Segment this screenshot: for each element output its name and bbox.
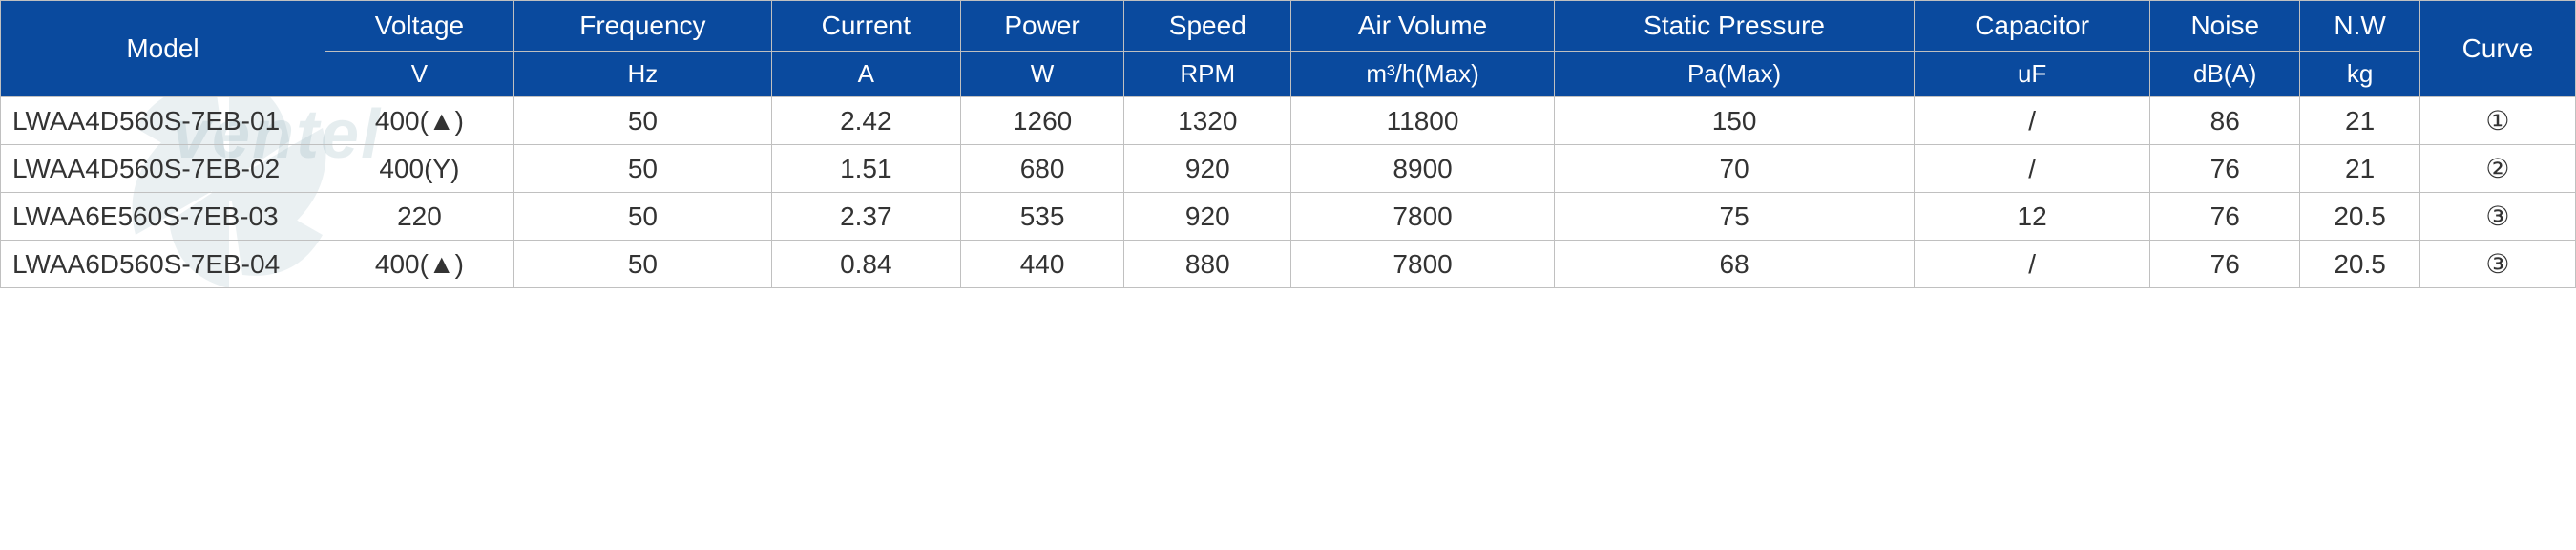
cell-current: 2.37 (771, 193, 960, 241)
cell-curve: ③ (2419, 241, 2575, 288)
cell-capacitor: / (1915, 241, 2150, 288)
cell-noise: 86 (2150, 97, 2300, 145)
cell-nw: 21 (2300, 97, 2419, 145)
cell-model: LWAA6D560S-7EB-04 (1, 241, 325, 288)
spec-table: Model Voltage Frequency Current Power Sp… (0, 0, 2576, 288)
cell-current: 2.42 (771, 97, 960, 145)
cell-curve: ③ (2419, 193, 2575, 241)
cell-power: 535 (960, 193, 1124, 241)
table-row: LWAA6E560S-7EB-03 220 50 2.37 535 920 78… (1, 193, 2576, 241)
cell-static-pressure: 68 (1555, 241, 1915, 288)
cell-noise: 76 (2150, 193, 2300, 241)
cell-air-volume: 8900 (1291, 145, 1555, 193)
header-curve: Curve (2419, 1, 2575, 97)
cell-voltage: 220 (325, 193, 514, 241)
header-speed-unit: RPM (1124, 52, 1291, 97)
cell-speed: 1320 (1124, 97, 1291, 145)
cell-model: LWAA4D560S-7EB-01 (1, 97, 325, 145)
cell-speed: 920 (1124, 145, 1291, 193)
header-speed: Speed (1124, 1, 1291, 52)
cell-frequency: 50 (513, 97, 771, 145)
header-voltage-unit: V (325, 52, 514, 97)
header-static-pressure: Static Pressure (1555, 1, 1915, 52)
header-capacitor-unit: uF (1915, 52, 2150, 97)
header-capacitor: Capacitor (1915, 1, 2150, 52)
cell-nw: 20.5 (2300, 193, 2419, 241)
table-container: ventel Model Voltage Frequency Current P… (0, 0, 2576, 288)
header-current-unit: A (771, 52, 960, 97)
cell-curve: ② (2419, 145, 2575, 193)
table-row: LWAA4D560S-7EB-01 400(▲) 50 2.42 1260 13… (1, 97, 2576, 145)
header-row-2: V Hz A W RPM m³/h(Max) Pa(Max) uF dB(A) … (1, 52, 2576, 97)
cell-air-volume: 7800 (1291, 193, 1555, 241)
header-power-unit: W (960, 52, 1124, 97)
table-body: LWAA4D560S-7EB-01 400(▲) 50 2.42 1260 13… (1, 97, 2576, 288)
cell-noise: 76 (2150, 241, 2300, 288)
cell-static-pressure: 150 (1555, 97, 1915, 145)
cell-nw: 21 (2300, 145, 2419, 193)
header-row-1: Model Voltage Frequency Current Power Sp… (1, 1, 2576, 52)
cell-current: 0.84 (771, 241, 960, 288)
cell-static-pressure: 75 (1555, 193, 1915, 241)
cell-capacitor: / (1915, 145, 2150, 193)
header-current: Current (771, 1, 960, 52)
header-noise-unit: dB(A) (2150, 52, 2300, 97)
header-frequency: Frequency (513, 1, 771, 52)
cell-current: 1.51 (771, 145, 960, 193)
table-row: LWAA4D560S-7EB-02 400(Y) 50 1.51 680 920… (1, 145, 2576, 193)
cell-voltage: 400(▲) (325, 241, 514, 288)
header-voltage: Voltage (325, 1, 514, 52)
cell-voltage: 400(▲) (325, 97, 514, 145)
cell-nw: 20.5 (2300, 241, 2419, 288)
header-air-volume: Air Volume (1291, 1, 1555, 52)
cell-air-volume: 11800 (1291, 97, 1555, 145)
table-row: LWAA6D560S-7EB-04 400(▲) 50 0.84 440 880… (1, 241, 2576, 288)
header-air-volume-unit: m³/h(Max) (1291, 52, 1555, 97)
cell-frequency: 50 (513, 145, 771, 193)
header-noise: Noise (2150, 1, 2300, 52)
cell-noise: 76 (2150, 145, 2300, 193)
cell-power: 680 (960, 145, 1124, 193)
cell-static-pressure: 70 (1555, 145, 1915, 193)
cell-model: LWAA4D560S-7EB-02 (1, 145, 325, 193)
cell-power: 440 (960, 241, 1124, 288)
cell-air-volume: 7800 (1291, 241, 1555, 288)
cell-frequency: 50 (513, 241, 771, 288)
header-frequency-unit: Hz (513, 52, 771, 97)
cell-capacitor: 12 (1915, 193, 2150, 241)
cell-power: 1260 (960, 97, 1124, 145)
cell-voltage: 400(Y) (325, 145, 514, 193)
cell-capacitor: / (1915, 97, 2150, 145)
cell-speed: 880 (1124, 241, 1291, 288)
header-static-pressure-unit: Pa(Max) (1555, 52, 1915, 97)
cell-model: LWAA6E560S-7EB-03 (1, 193, 325, 241)
cell-frequency: 50 (513, 193, 771, 241)
header-nw-unit: kg (2300, 52, 2419, 97)
header-model: Model (1, 1, 325, 97)
header-power: Power (960, 1, 1124, 52)
header-nw: N.W (2300, 1, 2419, 52)
cell-speed: 920 (1124, 193, 1291, 241)
cell-curve: ① (2419, 97, 2575, 145)
